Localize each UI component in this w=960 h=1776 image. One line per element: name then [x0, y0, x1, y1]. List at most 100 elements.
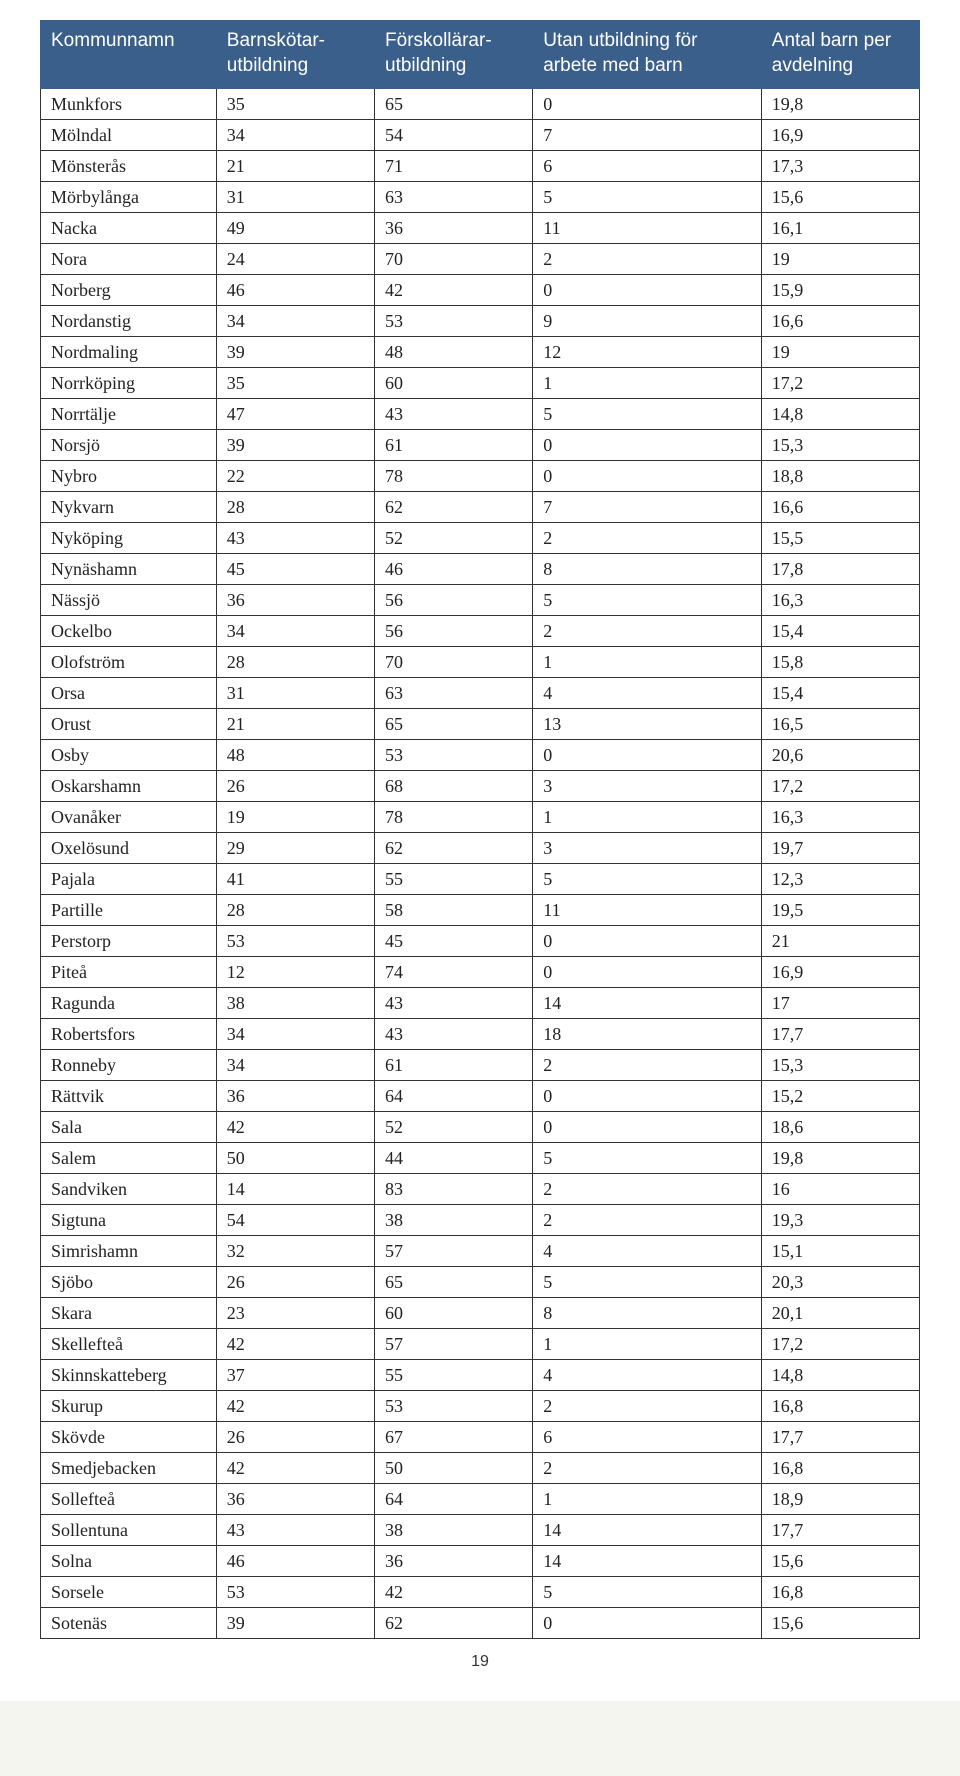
- cell-value: 11: [533, 895, 762, 926]
- cell-kommun: Skinnskatteberg: [41, 1360, 217, 1391]
- cell-value: 53: [216, 1577, 374, 1608]
- cell-value: 63: [375, 678, 533, 709]
- cell-kommun: Smedjebacken: [41, 1453, 217, 1484]
- cell-value: 16,9: [761, 120, 919, 151]
- cell-value: 15,6: [761, 182, 919, 213]
- cell-value: 16,6: [761, 492, 919, 523]
- cell-value: 26: [216, 1267, 374, 1298]
- cell-kommun: Skurup: [41, 1391, 217, 1422]
- cell-value: 42: [216, 1453, 374, 1484]
- cell-kommun: Norrtälje: [41, 399, 217, 430]
- cell-value: 70: [375, 244, 533, 275]
- table-row: Norberg4642015,9: [41, 275, 920, 306]
- cell-kommun: Sollefteå: [41, 1484, 217, 1515]
- table-row: Nordanstig3453916,6: [41, 306, 920, 337]
- table-row: Smedjebacken4250216,8: [41, 1453, 920, 1484]
- cell-value: 60: [375, 368, 533, 399]
- cell-value: 35: [216, 368, 374, 399]
- cell-value: 0: [533, 957, 762, 988]
- cell-value: 2: [533, 616, 762, 647]
- cell-value: 35: [216, 89, 374, 120]
- table-row: Nässjö3656516,3: [41, 585, 920, 616]
- cell-value: 22: [216, 461, 374, 492]
- cell-value: 38: [375, 1205, 533, 1236]
- table-row: Nora2470219: [41, 244, 920, 275]
- cell-value: 17,2: [761, 368, 919, 399]
- table-row: Rättvik3664015,2: [41, 1081, 920, 1112]
- cell-value: 6: [533, 1422, 762, 1453]
- cell-value: 43: [375, 399, 533, 430]
- cell-kommun: Partille: [41, 895, 217, 926]
- cell-value: 48: [375, 337, 533, 368]
- table-row: Mölndal3454716,9: [41, 120, 920, 151]
- cell-value: 53: [375, 306, 533, 337]
- cell-value: 34: [216, 1019, 374, 1050]
- cell-value: 2: [533, 1391, 762, 1422]
- cell-kommun: Nybro: [41, 461, 217, 492]
- cell-value: 15,6: [761, 1608, 919, 1639]
- cell-value: 31: [216, 182, 374, 213]
- table-row: Sollentuna43381417,7: [41, 1515, 920, 1546]
- cell-value: 34: [216, 306, 374, 337]
- cell-kommun: Osby: [41, 740, 217, 771]
- table-row: Skövde2667617,7: [41, 1422, 920, 1453]
- cell-value: 5: [533, 585, 762, 616]
- cell-kommun: Norberg: [41, 275, 217, 306]
- cell-value: 83: [375, 1174, 533, 1205]
- cell-value: 36: [375, 213, 533, 244]
- table-row: Oxelösund2962319,7: [41, 833, 920, 864]
- cell-value: 0: [533, 275, 762, 306]
- table-row: Nacka49361116,1: [41, 213, 920, 244]
- cell-value: 54: [216, 1205, 374, 1236]
- cell-value: 46: [375, 554, 533, 585]
- cell-value: 2: [533, 1174, 762, 1205]
- cell-value: 0: [533, 430, 762, 461]
- table-row: Ockelbo3456215,4: [41, 616, 920, 647]
- column-header-0: Kommunnamn: [41, 21, 217, 89]
- cell-value: 41: [216, 864, 374, 895]
- cell-value: 14: [533, 988, 762, 1019]
- table-row: Norrköping3560117,2: [41, 368, 920, 399]
- table-row: Salem5044519,8: [41, 1143, 920, 1174]
- table-head: KommunnamnBarnskötar-utbildningFörskollä…: [41, 21, 920, 89]
- cell-value: 26: [216, 771, 374, 802]
- cell-value: 14,8: [761, 1360, 919, 1391]
- cell-value: 34: [216, 120, 374, 151]
- cell-kommun: Ockelbo: [41, 616, 217, 647]
- table-row: Orsa3163415,4: [41, 678, 920, 709]
- cell-value: 15,3: [761, 1050, 919, 1081]
- cell-value: 34: [216, 616, 374, 647]
- cell-value: 2: [533, 1050, 762, 1081]
- cell-value: 14: [216, 1174, 374, 1205]
- cell-value: 54: [375, 120, 533, 151]
- cell-value: 19,8: [761, 89, 919, 120]
- cell-value: 0: [533, 1608, 762, 1639]
- cell-kommun: Solna: [41, 1546, 217, 1577]
- cell-value: 47: [216, 399, 374, 430]
- cell-kommun: Olofström: [41, 647, 217, 678]
- cell-value: 16,6: [761, 306, 919, 337]
- cell-value: 21: [761, 926, 919, 957]
- cell-value: 64: [375, 1081, 533, 1112]
- cell-value: 15,1: [761, 1236, 919, 1267]
- cell-value: 56: [375, 616, 533, 647]
- table-row: Sorsele5342516,8: [41, 1577, 920, 1608]
- cell-value: 7: [533, 120, 762, 151]
- cell-value: 2: [533, 244, 762, 275]
- cell-value: 8: [533, 554, 762, 585]
- cell-value: 2: [533, 1205, 762, 1236]
- cell-value: 15,6: [761, 1546, 919, 1577]
- table-row: Mörbylånga3163515,6: [41, 182, 920, 213]
- cell-kommun: Nässjö: [41, 585, 217, 616]
- table-row: Nyköping4352215,5: [41, 523, 920, 554]
- cell-value: 17: [761, 988, 919, 1019]
- cell-value: 42: [375, 275, 533, 306]
- cell-kommun: Munkfors: [41, 89, 217, 120]
- cell-value: 17,3: [761, 151, 919, 182]
- cell-value: 19: [761, 244, 919, 275]
- cell-value: 71: [375, 151, 533, 182]
- cell-value: 28: [216, 895, 374, 926]
- cell-value: 63: [375, 182, 533, 213]
- cell-value: 17,7: [761, 1422, 919, 1453]
- cell-value: 55: [375, 1360, 533, 1391]
